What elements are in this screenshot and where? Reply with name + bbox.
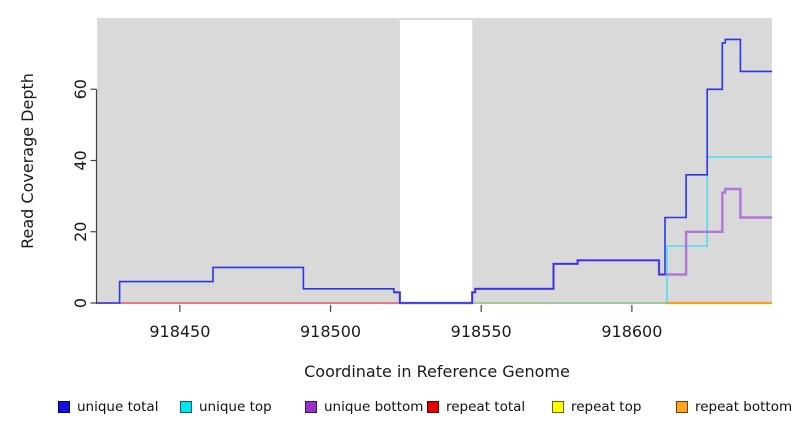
legend-swatch-icon: [552, 401, 564, 413]
panel-layer: [97, 18, 772, 304]
legend-label: repeat total: [446, 399, 526, 415]
legend-label: repeat bottom: [695, 399, 792, 415]
legend-item-unique-total: unique total: [58, 399, 158, 415]
legend: unique total unique top unique bottom repea…: [0, 399, 792, 419]
y-axis-title: Read Coverage Depth: [18, 73, 37, 249]
legend-item-unique-top: unique top: [180, 399, 272, 415]
x-tick-label: 918450: [149, 322, 210, 341]
series-layer: [97, 38, 772, 305]
series-unique-top-line: [666, 156, 772, 303]
legend-item-repeat-top: repeat top: [552, 399, 641, 415]
coverage-gap-band: [399, 20, 473, 304]
legend-item-repeat-total: repeat total: [427, 399, 525, 415]
legend-label: unique bottom: [324, 399, 424, 415]
legend-swatch-icon: [305, 401, 317, 413]
x-axis-title: Coordinate in Reference Genome: [304, 362, 570, 381]
x-tick-label: 918550: [451, 322, 512, 341]
legend-label: repeat top: [571, 399, 642, 415]
x-tick-label: 918500: [300, 322, 361, 341]
axis-layer: 0 20 40 60 918450 918500 918550 918600: [71, 79, 662, 341]
y-tick-label: 60: [71, 79, 90, 99]
legend-item-repeat-bottom: repeat bottom: [676, 399, 792, 415]
y-tick-label: 0: [71, 298, 90, 308]
legend-swatch-icon: [58, 401, 70, 413]
legend-swatch-icon: [427, 401, 439, 413]
x-tick-label: 918600: [601, 322, 662, 341]
legend-label: unique top: [199, 399, 272, 415]
legend-swatch-icon: [676, 401, 688, 413]
legend-label: unique total: [77, 399, 159, 415]
legend-item-unique-bottom: unique bottom: [305, 399, 423, 415]
chart-canvas: 0 20 40 60 918450 918500 918550 918600 Coordina…: [18, 18, 772, 381]
legend-swatch-icon: [180, 401, 192, 413]
series-unique-total-line: [97, 38, 772, 304]
y-tick-label: 20: [71, 222, 90, 242]
y-tick-label: 40: [71, 150, 90, 170]
